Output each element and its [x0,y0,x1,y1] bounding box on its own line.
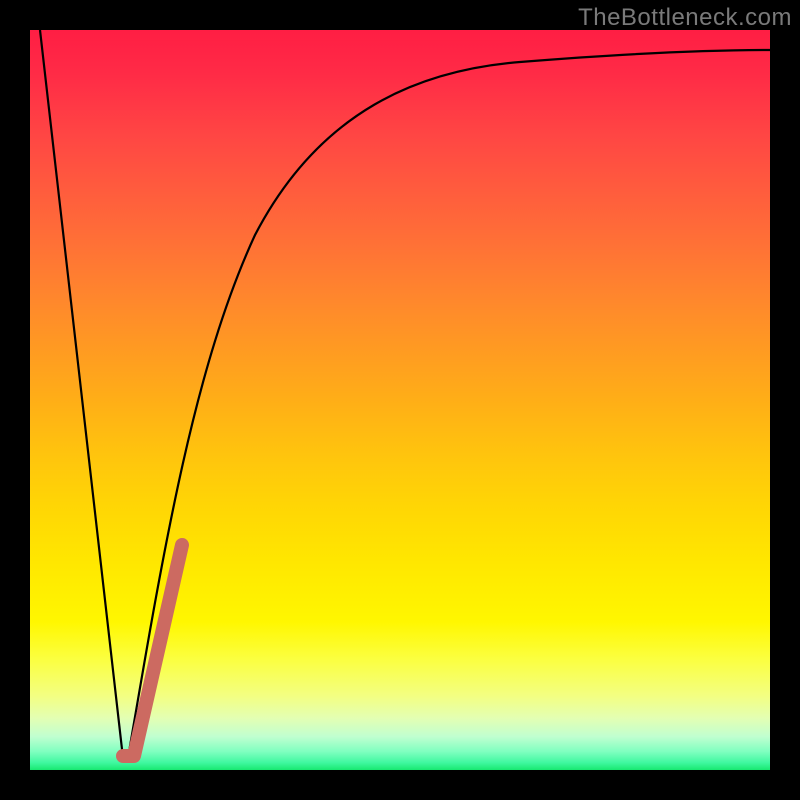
watermark-text: TheBottleneck.com [578,4,792,32]
plot-background [30,30,770,770]
bottleneck-chart [0,0,800,800]
chart-canvas: TheBottleneck.com [0,0,800,800]
